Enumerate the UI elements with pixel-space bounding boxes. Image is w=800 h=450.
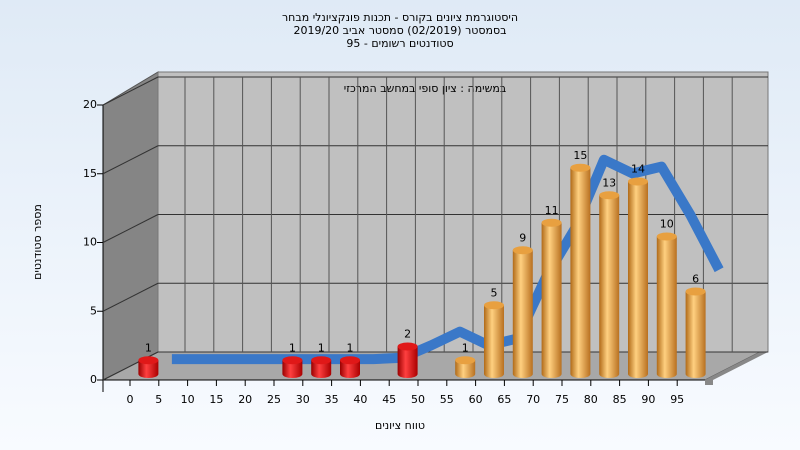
value-label: 13 [602,176,616,189]
x-tick-label: 10 [181,393,195,406]
value-label: 1 [289,341,296,354]
bar [541,218,562,378]
bar-part [397,342,418,351]
bar [570,163,591,378]
bar [599,191,620,378]
bar-part [138,356,159,365]
bar-part [397,346,418,378]
x-axis-label: טווח ציונים [375,419,425,432]
bar [455,356,476,378]
y-tick-label: 20 [83,98,97,111]
x-tick-label: 25 [267,393,281,406]
grid-line [102,282,159,312]
bar [138,356,159,378]
x-tick-label: 30 [296,393,310,406]
y-tick-label: 5 [90,304,97,317]
value-label: 15 [573,149,587,162]
value-label: 6 [692,273,699,286]
bar-part [656,232,677,241]
grid-line [102,214,159,243]
value-label: 11 [545,204,559,217]
y-tick-label: 0 [90,373,97,386]
x-tick-label: 90 [641,393,655,406]
title: בסמסטר (02/2019) סמסטר אביב 2019/20 [293,24,506,37]
x-tick-label: 60 [469,393,483,406]
bar-part [340,356,360,365]
bar-part [512,246,533,255]
bar [282,356,303,378]
bar-part [541,218,562,227]
bar [311,356,332,378]
bar-part [685,287,706,296]
bar-part [541,222,562,378]
bar [685,287,706,378]
left-wall [102,71,159,381]
value-label: 10 [660,218,674,231]
bar-part [455,360,476,378]
bar-part [599,191,620,200]
bar-part [570,167,591,378]
value-label: 9 [519,231,526,244]
bar-part [340,360,360,378]
bar-part [484,301,504,310]
bar-part [311,356,332,365]
x-tick-label: 50 [411,393,425,406]
x-tick-label: 75 [555,393,569,406]
bar [397,342,418,378]
y-axis-label: מספר סטודנטים [31,204,44,280]
x-tick-label: 95 [670,393,684,406]
value-label: 1 [347,341,354,354]
x-tick-label: 5 [155,393,162,406]
y-tick-label: 15 [83,167,97,180]
bar-part [628,181,648,378]
bar-part [512,250,533,378]
x-tick-label: 65 [497,393,511,406]
bar-part [599,195,620,378]
x-tick-label: 70 [526,393,540,406]
title: היסטוגרמת ציונים בקורס - תכנות פונקציונל… [282,11,518,24]
value-label: 5 [491,286,498,299]
annotation: במשימה : ציון סופי במחשב המרכזי [344,82,507,95]
x-tick-label: 35 [325,393,339,406]
grid-line [102,76,159,106]
x-tick-label: 40 [353,393,367,406]
bar [512,246,533,378]
bar [484,301,504,378]
x-tick-label: 85 [613,393,627,406]
x-tick-label: 20 [238,393,252,406]
y-tick-label: 10 [83,236,97,249]
x-tick-label: 45 [382,393,396,406]
bar-part [484,305,504,378]
value-label: 1 [462,341,469,354]
bar [628,177,648,378]
bar-part [656,236,677,378]
bar-part [455,356,476,365]
floor-edge [705,352,768,385]
value-label: 1 [318,341,325,354]
bar [656,232,677,378]
bar-part [138,360,159,378]
value-label: 14 [631,163,645,176]
grid-line [102,145,159,175]
title: סטודנטים רשומים - 95 [346,37,453,50]
value-label: 2 [404,328,411,341]
x-tick-label: 55 [440,393,454,406]
bar-part [628,177,648,186]
trend-line [171,154,724,365]
bar [340,356,360,378]
bar-part [282,360,303,378]
x-tick-label: 15 [209,393,223,406]
x-tick-label: 0 [127,393,134,406]
bar-part [311,360,332,378]
bar-part [685,291,706,378]
bar-part [282,356,303,365]
value-label: 1 [145,341,152,354]
x-tick-label: 80 [584,393,598,406]
bar-part [570,163,591,172]
